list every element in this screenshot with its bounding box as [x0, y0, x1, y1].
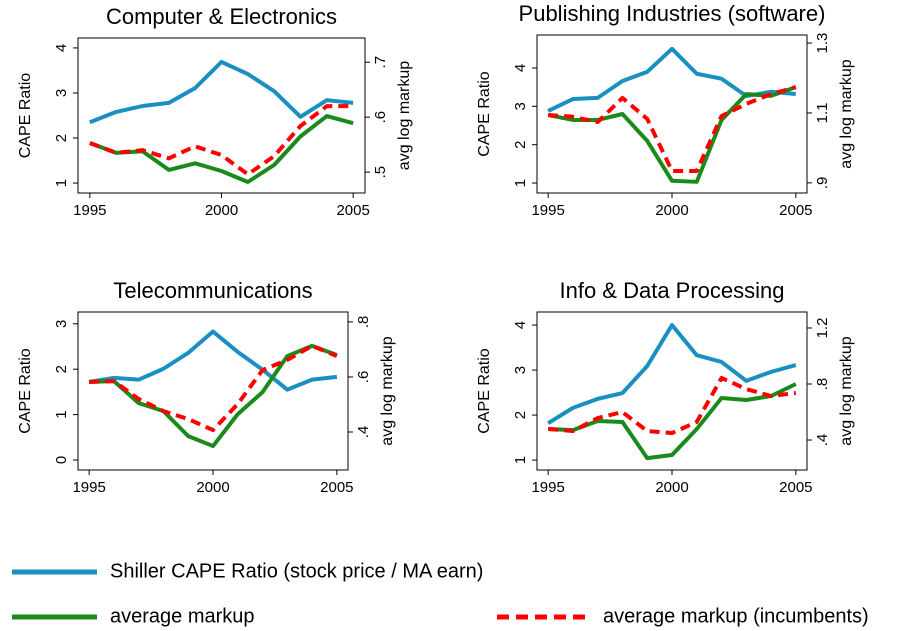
x-tick-label: 2005: [320, 479, 353, 496]
y-axis-title: CAPE Ratio: [476, 71, 493, 156]
y-tick-label: 1: [53, 410, 70, 418]
y2-tick-label: .9: [814, 177, 831, 190]
x-tick-label: 2000: [205, 202, 238, 219]
series-line: [548, 85, 797, 173]
y2-tick-label: .8: [814, 378, 831, 391]
y-tick-label: 2: [53, 134, 70, 142]
panel-title: Computer & Electronics: [106, 4, 337, 29]
series-line: [547, 46, 797, 113]
y-tick-label: 4: [512, 64, 529, 72]
y2-tick-label: 1.1: [814, 103, 831, 124]
x-tick-label: 1995: [73, 202, 106, 219]
series-line: [89, 114, 354, 185]
series-line: [89, 343, 338, 449]
x-tick-label: 1995: [531, 479, 564, 496]
y2-tick-label: .7: [372, 56, 389, 69]
y-tick-label: 1: [53, 179, 70, 187]
y-tick-label: 4: [512, 321, 529, 329]
x-tick-label: 1995: [531, 202, 564, 219]
x-tick-label: 2000: [655, 479, 688, 496]
x-tick-label: 1995: [72, 479, 105, 496]
legend-label: average markup (incumbents): [603, 605, 869, 627]
y2-tick-label: 1.3: [814, 33, 831, 54]
series-line: [89, 59, 354, 125]
panel-title: Publishing Industries (software): [519, 1, 826, 26]
series-line: [88, 329, 338, 392]
y2-axis-title: avg log markup: [396, 61, 413, 170]
y-tick-label: 0: [53, 456, 70, 464]
series-line: [89, 343, 338, 433]
y-axis-title: CAPE Ratio: [17, 73, 34, 158]
series-line: [548, 382, 797, 461]
y2-tick-label: .4: [355, 426, 372, 439]
series-line: [547, 85, 797, 184]
y-tick-label: 2: [512, 141, 529, 149]
y-tick-label: 3: [512, 102, 529, 110]
y-tick-label: 2: [53, 365, 70, 373]
y2-tick-label: .6: [355, 371, 372, 384]
series-line: [89, 104, 354, 177]
y2-tick-label: .4: [814, 434, 831, 447]
x-tick-label: 2005: [779, 479, 812, 496]
x-tick-label: 2000: [655, 202, 688, 219]
y-tick-label: 1: [512, 456, 529, 464]
y-tick-label: 4: [53, 44, 70, 52]
y2-tick-label: .8: [355, 316, 372, 329]
series-line: [547, 323, 797, 425]
x-tick-label: 2000: [196, 479, 229, 496]
y-tick-label: 2: [512, 411, 529, 419]
panel-title: Telecommunications: [113, 278, 312, 303]
panel-title: Info & Data Processing: [559, 278, 784, 303]
y2-axis-title: avg log markup: [838, 336, 855, 445]
y-tick-label: 1: [512, 179, 529, 187]
plot-frame: [536, 311, 808, 471]
y-tick-label: 3: [53, 320, 70, 328]
legend-label: Shiller CAPE Ratio (stock price / MA ear…: [110, 560, 483, 582]
plot-frame: [536, 34, 808, 194]
x-tick-label: 2005: [336, 202, 369, 219]
y2-tick-label: 1.2: [814, 318, 831, 339]
y2-axis-title: avg log markup: [379, 336, 396, 445]
x-tick-label: 2005: [779, 202, 812, 219]
y2-axis-title: avg log markup: [838, 59, 855, 168]
y2-tick-label: .5: [372, 166, 389, 179]
y-tick-label: 3: [53, 89, 70, 97]
series-line: [547, 375, 797, 436]
legend-label: average markup: [110, 605, 255, 627]
y-axis-title: CAPE Ratio: [476, 348, 493, 433]
y-tick-label: 3: [512, 366, 529, 374]
y2-tick-label: .6: [372, 111, 389, 124]
y-axis-title: CAPE Ratio: [17, 348, 34, 433]
